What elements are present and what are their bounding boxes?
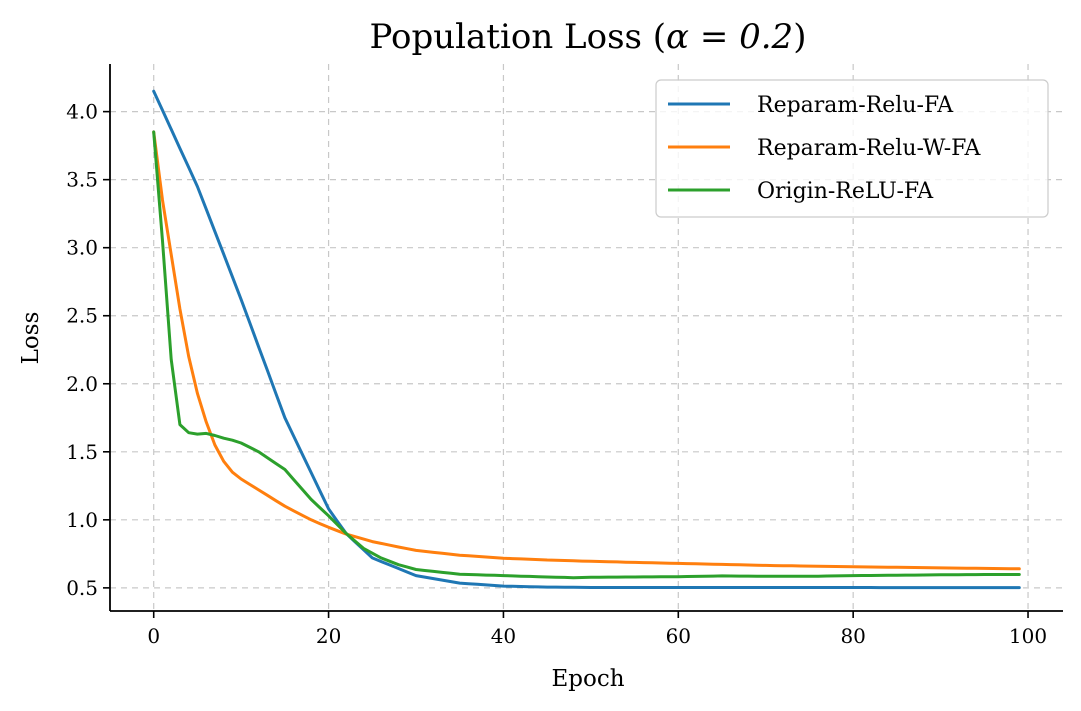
x-tick-label: 100 [1009,624,1047,648]
legend-label-origin-relu-fa: Origin-ReLU-FA [757,179,934,204]
y-tick-label: 2.0 [66,372,98,396]
x-tick-label: 20 [316,624,341,648]
x-tick-label: 0 [147,624,160,648]
y-tick-label: 4.0 [66,100,98,124]
y-tick-label: 1.0 [66,508,98,532]
y-tick-label: 2.5 [66,304,98,328]
series-line-reparam-relu-fa [152,89,1021,590]
y-tick-label: 3.5 [66,168,98,192]
x-tick-label: 60 [666,624,691,648]
y-tick-label: 1.5 [66,440,98,464]
x-tick-label: 80 [840,624,865,648]
x-tick-label: 40 [491,624,516,648]
chart-title-math: α = 0.2 [666,17,793,57]
legend: Reparam-Relu-FA Reparam-Relu-W-FA Origin-R… [655,79,1049,218]
y-tick-label: 0.5 [66,576,98,600]
legend-label-reparam-relu-w-fa: Reparam-Relu-W-FA [757,136,982,161]
series-line-reparam-relu-w-fa [152,130,1021,571]
x-axis-label: Epoch [551,666,624,692]
legend-label-reparam-relu-fa: Reparam-Relu-FA [757,93,954,118]
chart-title: Population Loss (α = 0.2) [370,17,807,57]
series-layer [152,89,1021,590]
series-line-origin-relu-fa [152,130,1021,580]
y-tick-label: 3.0 [66,236,98,260]
x-ticks: 0 20 40 60 80 100 [147,611,1047,648]
legend-box [655,79,1049,218]
y-ticks: 0.5 1.0 1.5 2.0 2.5 3.0 3.5 4.0 [66,100,110,600]
y-axis-label: Loss [18,312,44,365]
